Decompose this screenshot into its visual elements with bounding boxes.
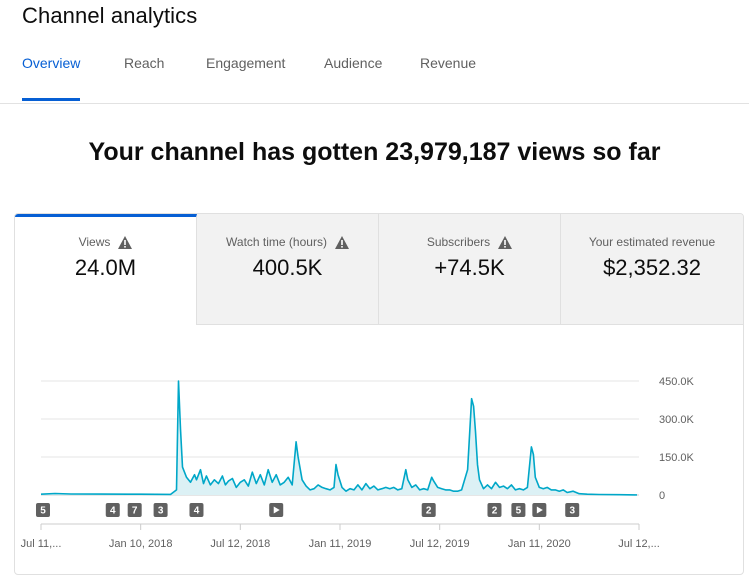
metric-label: Views xyxy=(78,235,111,249)
metric-views[interactable]: Views 24.0M xyxy=(15,214,197,325)
annotation-marker xyxy=(153,503,168,517)
metric-subscribers[interactable]: Subscribers +74.5K xyxy=(379,214,561,325)
play-icon xyxy=(536,506,543,514)
views-chart: 450.0K 300.0K 150.0K 0 5 4 7 3 4 2 2 5 3 Jul 11,... Ja… xyxy=(21,376,695,550)
annotation-marker xyxy=(421,503,436,517)
x-tick-label: Jan 10, 2018 xyxy=(109,538,173,550)
annotation-marker xyxy=(189,503,204,517)
tab-bar: Overview Reach Engagement Audience Reven… xyxy=(0,45,749,104)
x-tick-label: Jul 12, 2018 xyxy=(210,538,270,550)
metric-label: Subscribers xyxy=(426,235,491,249)
warning-icon xyxy=(118,235,133,249)
annotation-marker xyxy=(487,503,502,517)
y-tick-label: 450.0K xyxy=(659,376,695,388)
metric-watch-time[interactable]: Watch time (hours) 400.5K xyxy=(197,214,379,325)
views-line xyxy=(40,380,638,496)
annotation-marker-label: 3 xyxy=(569,506,575,517)
x-tick-label: Jan 11, 2019 xyxy=(309,538,372,550)
annotation-marker-label: 4 xyxy=(110,506,116,517)
metric-value: $2,352.32 xyxy=(603,255,701,280)
x-tick-label: Jul 11,... xyxy=(21,538,62,550)
page-title: Channel analytics xyxy=(22,3,198,28)
x-tick-label: Jul 12,... xyxy=(618,538,660,550)
tab-audience[interactable]: Audience xyxy=(324,55,383,71)
tab-revenue[interactable]: Revenue xyxy=(420,55,477,71)
metric-revenue[interactable]: Your estimated revenue $2,352.32 xyxy=(561,214,743,325)
metric-label: Your estimated revenue xyxy=(588,235,716,249)
annotation-marker xyxy=(511,503,526,517)
metric-label: Watch time (hours) xyxy=(226,235,327,249)
metric-value: 24.0M xyxy=(74,255,137,280)
y-tick-label: 300.0K xyxy=(659,414,695,426)
x-tick-label: Jan 11, 2020 xyxy=(508,538,571,550)
play-icon xyxy=(273,506,280,514)
tab-overview[interactable]: Overview xyxy=(22,55,81,101)
annotation-marker-label: 4 xyxy=(194,506,200,517)
x-tick-label: Jul 12, 2019 xyxy=(410,538,470,550)
y-tick-label: 150.0K xyxy=(659,452,695,464)
metric-value: +74.5K xyxy=(434,255,505,280)
annotation-marker-label: 2 xyxy=(426,506,432,517)
annotation-marker xyxy=(35,503,50,517)
annotation-marker-label: 3 xyxy=(158,506,164,517)
annotation-marker xyxy=(565,503,580,517)
annotation-marker xyxy=(127,503,142,517)
tab-engagement[interactable]: Engagement xyxy=(206,55,286,71)
y-tick-label: 0 xyxy=(659,490,665,502)
analytics-card: Views 24.0M Watch time (hours) 400.5K Su… xyxy=(14,213,744,575)
metric-value: 400.5K xyxy=(252,255,323,280)
annotation-marker-label: 5 xyxy=(516,506,522,517)
annotation-marker xyxy=(105,503,120,517)
annotation-marker-label: 7 xyxy=(132,506,138,517)
tab-reach[interactable]: Reach xyxy=(124,55,165,71)
views-headline: Your channel has gotten 23,979,187 views… xyxy=(88,138,661,166)
warning-icon xyxy=(334,235,349,249)
annotation-marker-label: 5 xyxy=(40,506,46,517)
annotation-marker-label: 2 xyxy=(492,506,498,517)
warning-icon xyxy=(498,235,513,249)
